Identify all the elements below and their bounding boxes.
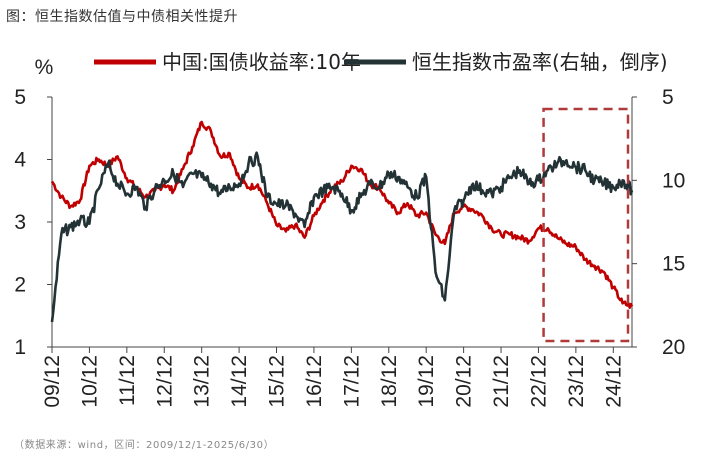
legend-label-2: 恒生指数市盈率(右轴，倒序) [412, 50, 668, 74]
overlay [542, 107, 630, 343]
x-tick-label: 20/12 [453, 355, 476, 408]
left-tick-label: 1 [14, 336, 26, 359]
x-tick-label: 24/12 [602, 355, 625, 408]
x-tick-label: 11/12 [116, 355, 139, 406]
x-tick-label: 16/12 [303, 355, 326, 408]
series-line-2 [50, 151, 634, 323]
right-tick-label: 20 [662, 336, 685, 359]
highlight-box [542, 107, 630, 343]
legend-label-1: 中国:国债收益率:10年 [162, 50, 361, 74]
x-tick-label: 10/12 [78, 355, 101, 408]
axes: 1 2 3 4 5% 5 10 15 20 09/12 10/12 11/12 12/12 13/12 14… [14, 56, 685, 408]
x-tick-label: 17/12 [340, 355, 363, 408]
x-tick-label: 09/12 [41, 355, 64, 408]
left-axis-unit: % [35, 56, 54, 79]
series-lines [50, 120, 634, 323]
right-tick-label: 5 [662, 86, 674, 109]
right-tick-label: 15 [662, 253, 685, 276]
right-tick-label: 10 [662, 169, 685, 192]
x-tick-label: 14/12 [228, 355, 251, 408]
left-tick-label: 4 [14, 149, 26, 172]
x-tick-label: 18/12 [378, 355, 401, 408]
series-line-1 [50, 120, 634, 309]
legend: 中国:国债收益率:10年 恒生指数市盈率(右轴，倒序) [94, 50, 668, 74]
left-tick-label: 3 [14, 211, 26, 234]
source-note: （数据来源：wind，区间：2009/12/1-2025/6/30） [14, 440, 275, 451]
left-tick-label: 2 [14, 274, 26, 297]
left-tick-label: 5 [14, 86, 26, 109]
x-tick-label: 21/12 [490, 355, 513, 408]
x-tick-label: 23/12 [565, 355, 588, 408]
x-tick-label: 22/12 [527, 355, 550, 408]
x-tick-label: 12/12 [153, 355, 176, 408]
figure-title: 图：恒生指数估值与中债相关性提升 [6, 9, 238, 25]
x-tick-label: 13/12 [191, 355, 214, 408]
x-tick-label: 19/12 [415, 355, 438, 408]
x-tick-label: 15/12 [266, 355, 289, 408]
